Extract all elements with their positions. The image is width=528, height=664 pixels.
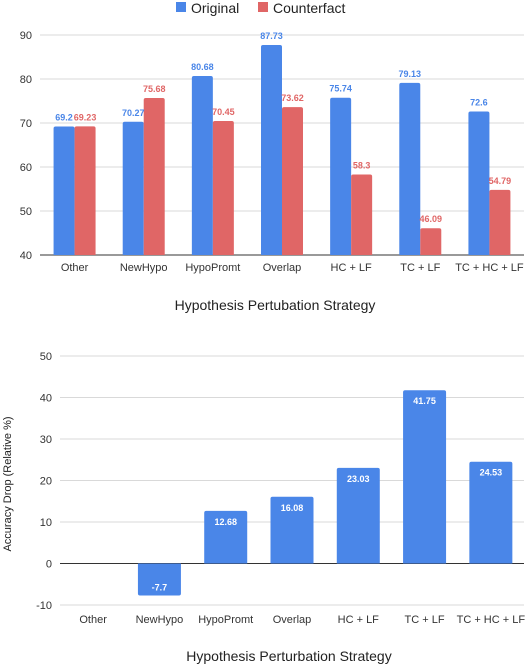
data-label-counterfact-other: 69.23 — [74, 112, 97, 122]
chart-1-x-axis-title: Hypothesis Pertubation Strategy — [175, 297, 376, 313]
data-label-original-hypopromt: 80.68 — [191, 62, 214, 72]
x-tick-label-tc-lf: TC + LF — [400, 262, 440, 274]
data-label-tc-lf: 41.75 — [413, 396, 436, 406]
y-tick-label: 40 — [20, 250, 32, 262]
legend-swatch-original — [176, 2, 186, 12]
bar-original-overlap — [261, 44, 282, 255]
y-tick-label: 10 — [40, 517, 52, 529]
bar-newhypo — [137, 563, 181, 596]
data-label-original-tc-hc-lf: 72.6 — [470, 98, 488, 108]
x-tick-label-overlap: Overlap — [273, 614, 312, 626]
x-tick-label-tc-hc-lf: TC + HC + LF — [457, 614, 526, 626]
chart-1-y-ticks: 40 50 60 70 80 90 — [20, 30, 32, 262]
bar-counterfact-other — [74, 126, 96, 255]
data-label-original-hc-lf: 75.74 — [329, 84, 352, 94]
y-tick-label: 40 — [40, 393, 52, 405]
y-tick-label: 50 — [20, 206, 32, 218]
chart-2: -10 0 10 20 30 40 50 -7.7 12.68 16.08 23.03 41.75 2… — [2, 351, 525, 664]
x-tick-label-newhypo: NewHypo — [136, 614, 184, 626]
data-label-original-overlap: 87.73 — [260, 31, 283, 41]
chart-1-bars — [53, 44, 511, 256]
y-tick-label: 50 — [40, 351, 52, 363]
x-tick-label-hypopromt: HypoPromt — [198, 614, 253, 626]
bar-counterfact-hc-lf — [351, 174, 373, 255]
bar-original-hypopromt — [191, 76, 213, 256]
y-tick-label: 60 — [20, 162, 32, 174]
legend-label-counterfact: Counterfact — [273, 0, 345, 16]
data-label-original-tc-lf: 79.13 — [399, 69, 422, 79]
data-label-original-other: 69.2 — [55, 113, 73, 123]
y-tick-label: 70 — [20, 118, 32, 130]
bar-tc-hc-lf — [469, 461, 513, 564]
chart-1-x-ticks: Other NewHypo HypoPromt Overlap HC + LF TC + … — [61, 262, 524, 274]
bar-hc-lf — [336, 467, 380, 564]
x-tick-label-overlap: Overlap — [263, 262, 302, 274]
bar-hypopromt — [204, 510, 248, 564]
chart-2-bars — [137, 390, 513, 596]
bar-tc-lf — [403, 390, 447, 564]
data-label-counterfact-tc-hc-lf: 54.79 — [489, 176, 512, 186]
data-label-counterfact-overlap: 73.62 — [281, 93, 304, 103]
x-tick-label-other: Other — [79, 614, 107, 626]
legend-label-original: Original — [191, 0, 239, 16]
data-label-counterfact-hc-lf: 58.3 — [353, 160, 371, 170]
chart-2-gridlines — [60, 355, 524, 606]
bar-original-hc-lf — [330, 97, 352, 255]
chart-1-legend: Original Counterfact — [176, 0, 345, 16]
data-label-counterfact-newhypo: 75.68 — [143, 84, 166, 94]
bar-overlap — [270, 496, 314, 564]
bar-original-tc-lf — [399, 82, 421, 255]
legend-swatch-counterfact — [258, 2, 268, 12]
bar-original-other — [53, 126, 75, 256]
y-tick-label: 90 — [20, 30, 32, 42]
data-label-newhypo: -7.7 — [152, 582, 168, 592]
data-label-hypopromt: 12.68 — [214, 517, 237, 527]
y-tick-label: 20 — [40, 476, 52, 488]
data-label-counterfact-hypopromt: 70.45 — [212, 107, 235, 117]
bar-counterfact-overlap — [282, 107, 303, 256]
bar-original-tc-hc-lf — [468, 111, 490, 255]
x-tick-label-tc-hc-lf: TC + HC + LF — [455, 262, 524, 274]
y-tick-label: 80 — [20, 74, 32, 86]
bar-counterfact-tc-hc-lf — [489, 189, 511, 255]
chart-1-data-labels: 69.2 69.23 70.27 75.68 80.68 70.45 87.73 73.62 7… — [55, 31, 511, 224]
data-label-counterfact-tc-lf: 46.09 — [420, 214, 443, 224]
x-tick-label-hc-lf: HC + LF — [331, 262, 373, 274]
chart-2-x-ticks: Other NewHypo HypoPromt Overlap HC + LF TC + … — [79, 614, 525, 626]
chart-2-y-axis-title: Accuracy Drop (Relative %) — [2, 416, 14, 551]
x-tick-label-tc-lf: TC + LF — [405, 614, 445, 626]
bar-counterfact-newhypo — [143, 98, 165, 256]
x-tick-label-newhypo: NewHypo — [120, 262, 168, 274]
y-tick-label: -10 — [36, 600, 52, 612]
bar-original-newhypo — [122, 121, 144, 255]
chart-2-y-ticks: -10 0 10 20 30 40 50 — [36, 351, 52, 612]
chart-1: 40 50 60 70 80 90 69.2 69.23 70.27 75.68 80.68 70.… — [20, 0, 524, 313]
bar-counterfact-hypopromt — [212, 121, 234, 256]
data-label-original-newhypo: 70.27 — [122, 108, 145, 118]
x-tick-label-other: Other — [61, 262, 89, 274]
y-tick-label: 0 — [46, 559, 52, 571]
chart-2-data-labels: -7.7 12.68 16.08 23.03 41.75 24.53 — [152, 396, 502, 592]
data-label-tc-hc-lf: 24.53 — [480, 468, 503, 478]
y-tick-label: 30 — [40, 434, 52, 446]
chart-2-x-axis-title: Hypothesis Perturbation Strategy — [186, 648, 391, 664]
x-tick-label-hypopromt: HypoPromt — [185, 262, 240, 274]
x-tick-label-hc-lf: HC + LF — [338, 614, 380, 626]
data-label-overlap: 16.08 — [281, 503, 304, 513]
data-label-hc-lf: 23.03 — [347, 474, 370, 484]
bar-counterfact-tc-lf — [420, 228, 442, 255]
